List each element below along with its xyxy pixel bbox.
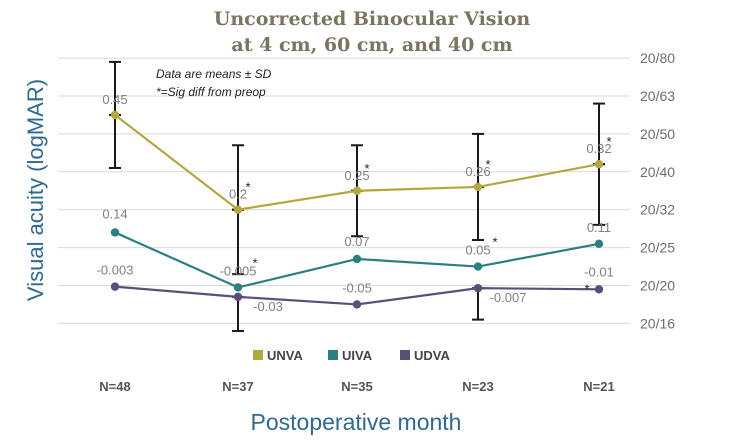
significance-marker: * (364, 161, 369, 176)
y-tick-label: 20/20 (640, 278, 675, 294)
legend-swatch-udva (400, 350, 410, 360)
data-point-udva (352, 300, 362, 309)
y-tick-label: 20/32 (640, 202, 675, 218)
x-category-label: N=21 (583, 379, 614, 394)
data-label: -0.05 (342, 280, 372, 295)
grid-lines (58, 57, 630, 324)
data-label: 0.26 (465, 164, 490, 179)
y-axis-label: Visual acuity (logMAR) (23, 79, 48, 301)
data-label: 0.14 (102, 206, 127, 221)
y-tick-label: 20/63 (640, 88, 675, 104)
data-label: 0.25 (344, 168, 369, 183)
data-point-uiva (594, 239, 604, 249)
legend-label-uiva: UIVA (342, 348, 373, 363)
x-axis-categories: N=48 N=37 N=35 N=23 N=21 (99, 379, 614, 394)
series-points (110, 110, 604, 309)
data-label: -0.003 (97, 263, 134, 278)
data-point-unva (352, 186, 362, 195)
legend-swatch-unva (253, 350, 263, 360)
data-label: 0.45 (102, 92, 127, 107)
data-label: 0.05 (465, 243, 490, 258)
significance-marker: * (606, 134, 611, 149)
data-point-udva (594, 285, 604, 294)
data-point-unva (233, 205, 243, 214)
data-label: 0.07 (344, 234, 369, 249)
chart-title-line-1: Uncorrected Binocular Vision (214, 8, 531, 30)
significance-marker: * (252, 255, 257, 270)
significance-marker: * (492, 235, 497, 250)
data-label: -0.007 (490, 290, 527, 305)
data-label: -0.03 (253, 299, 283, 314)
data-point-unva (473, 182, 483, 192)
chart-title-line-2: at 4 cm, 60 cm, and 40 cm (231, 34, 512, 56)
chart-note-2: *=Sig diff from preop (156, 85, 266, 99)
data-label: -0.005 (220, 263, 257, 278)
data-point-unva (110, 110, 120, 120)
data-point-udva (473, 283, 483, 293)
data-point-uiva (473, 262, 483, 271)
x-category-label: N=23 (462, 379, 493, 394)
significance-marker: * (584, 281, 589, 296)
data-point-udva (233, 292, 243, 302)
data-point-uiva (110, 228, 120, 237)
data-label: 0.32 (586, 141, 611, 156)
data-point-uiva (352, 254, 362, 264)
significance-marker: * (245, 180, 250, 195)
y-tick-label: 20/16 (640, 315, 675, 331)
significance-marker: * (485, 157, 490, 172)
data-label: 0.11 (587, 220, 611, 235)
data-label: 0.2 (229, 187, 247, 202)
y-tick-label: 20/50 (640, 126, 675, 142)
x-category-label: N=48 (99, 379, 130, 394)
legend-swatch-uiva (328, 350, 338, 360)
value-labels: 0.450.2*0.25* 0.26*0.32*0.14-0.005*0.070.… (97, 92, 614, 314)
y-tick-label: 20/25 (640, 240, 675, 256)
legend-label-unva: UNVA (267, 348, 303, 363)
data-label: -0.01 (584, 264, 614, 279)
data-point-unva (594, 160, 604, 169)
x-axis-label: Postoperative month (251, 409, 462, 435)
y-axis-ticks: 20/80 20/63 20/50 20/40 20/32 20/25 20/20 20/16 (640, 50, 675, 331)
legend: UNVA UIVA UDVA (253, 348, 450, 363)
x-category-label: N=35 (341, 379, 372, 394)
x-category-label: N=37 (222, 379, 253, 394)
data-point-uiva (233, 283, 243, 292)
y-tick-label: 20/40 (640, 164, 675, 180)
chart-note-1: Data are means ± SD (156, 67, 272, 81)
y-tick-label: 20/80 (640, 50, 675, 66)
legend-label-udva: UDVA (414, 348, 450, 363)
data-point-udva (110, 282, 120, 291)
